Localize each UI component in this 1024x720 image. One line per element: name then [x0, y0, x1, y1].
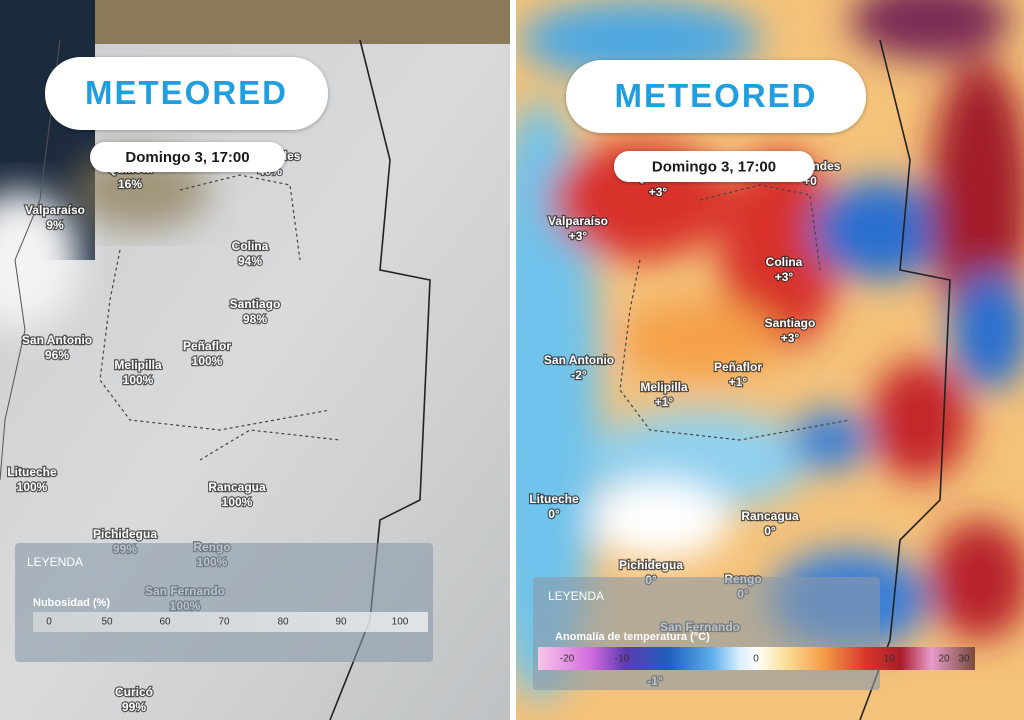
legend-tick: 100 — [392, 617, 409, 628]
city-value: +1° — [729, 375, 748, 389]
panel-divider — [510, 0, 516, 720]
legend-box — [15, 543, 433, 662]
city-name: Santiago — [230, 297, 281, 311]
city-name: Colina — [232, 239, 269, 253]
date: Domingo 3, 17:00 — [125, 149, 249, 166]
city-name: Valparaíso — [25, 203, 85, 217]
legend-tick: 50 — [101, 617, 113, 628]
city-value: 100% — [17, 480, 48, 494]
legend-tick: 0 — [46, 617, 52, 628]
city-name: San Antonio — [22, 333, 92, 347]
logo: METEORED — [85, 74, 288, 111]
city-name: Peñaflor — [714, 360, 762, 374]
legend-tick: 30 — [958, 654, 970, 665]
city-name: Peñaflor — [183, 339, 231, 353]
city-name: San Antonio — [544, 353, 614, 367]
city-value: 100% — [192, 354, 223, 368]
city-value: 96% — [45, 348, 69, 362]
legend-tick: 10 — [883, 654, 895, 665]
city-value: +3° — [781, 331, 800, 345]
legend-label: Anomalía de temperatura (°C) — [555, 631, 710, 643]
city-value: +3° — [649, 185, 668, 199]
city-value: +3° — [569, 229, 588, 243]
overlay: Quillota16%Los Andes40%Valparaíso9%Colin… — [6, 57, 975, 715]
city-value: 94% — [238, 254, 262, 268]
legend-tick: -10 — [615, 654, 630, 665]
legend-title: LEYENDA — [548, 589, 604, 603]
logo: METEORED — [614, 77, 817, 114]
city-value: 16% — [118, 177, 142, 191]
legend-label: Nubosidad (%) — [33, 597, 110, 609]
legend-tick: 60 — [159, 617, 171, 628]
legend-scale — [33, 612, 428, 632]
legend-tick: -20 — [560, 654, 575, 665]
city-name: Santiago — [765, 316, 816, 330]
city-value: 98% — [243, 312, 267, 326]
city-value: +1° — [655, 395, 674, 409]
date-badge — [90, 142, 285, 172]
legend-tick: 70 — [218, 617, 230, 628]
city-name: Curicó — [115, 685, 153, 699]
city-value: 99% — [122, 700, 146, 714]
legend-scale — [538, 647, 975, 670]
city-value: 100% — [123, 373, 154, 387]
city-value: -2° — [571, 368, 587, 382]
city-name: Pichidegua — [93, 527, 157, 541]
date: Domingo 3, 17:00 — [652, 158, 776, 175]
city-name: Rancagua — [741, 509, 799, 523]
city-name: Litueche — [7, 465, 57, 479]
city-value: 100% — [222, 495, 253, 509]
city-value: 0° — [548, 507, 560, 521]
city-name: Melipilla — [640, 380, 688, 394]
city-value: +3° — [775, 270, 794, 284]
city-value: 9% — [46, 218, 64, 232]
map-panel: Quillota16%Los Andes40%Valparaíso9%Colin… — [6, 57, 433, 715]
city-name: Valparaíso — [548, 214, 608, 228]
city-name: Colina — [766, 255, 803, 269]
city-value: 0° — [764, 524, 776, 538]
logo-badge — [45, 57, 328, 130]
map-panel: Quillota+3°Los Andes+0Valparaíso+3°Colin… — [528, 60, 975, 690]
legend-tick: 80 — [277, 617, 289, 628]
city-name: Melipilla — [114, 358, 162, 372]
legend-title: LEYENDA — [27, 555, 83, 569]
logo-badge — [566, 60, 866, 133]
city-name: Litueche — [529, 492, 579, 506]
date-badge — [614, 151, 814, 182]
city-name: Pichidegua — [619, 558, 683, 572]
legend-tick: 0 — [753, 654, 759, 665]
city-name: Rancagua — [208, 480, 266, 494]
legend-tick: 20 — [938, 654, 950, 665]
legend-tick: 90 — [335, 617, 347, 628]
